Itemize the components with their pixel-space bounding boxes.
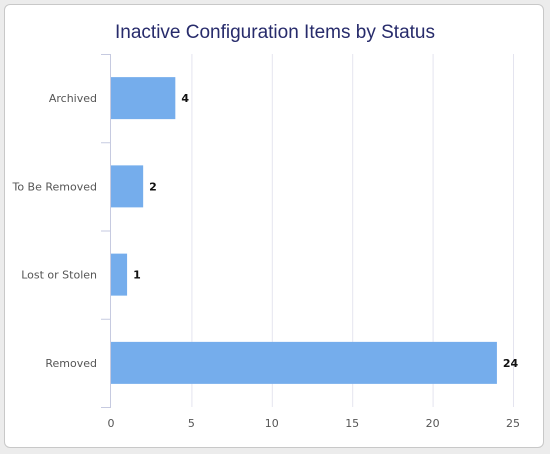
bar [111,341,497,384]
x-tick-label: 15 [345,417,359,430]
x-tick-label: 5 [188,417,195,430]
category-label: Removed [45,357,97,370]
chart-title: Inactive Configuration Items by Status [115,22,435,43]
data-label: 2 [149,180,157,193]
x-tick-label: 10 [265,417,279,430]
x-tick-label: 20 [426,417,440,430]
category-label: Archived [49,92,97,105]
data-label: 24 [503,357,519,370]
data-label: 1 [133,269,141,282]
x-tick-label: 25 [506,417,520,430]
category-label: Lost or Stolen [21,269,97,282]
bar [111,253,128,296]
category-label: To Be Removed [11,180,97,193]
bar [111,77,176,120]
data-label: 4 [181,92,189,105]
bar [111,165,144,208]
x-tick-label: 0 [108,417,115,430]
